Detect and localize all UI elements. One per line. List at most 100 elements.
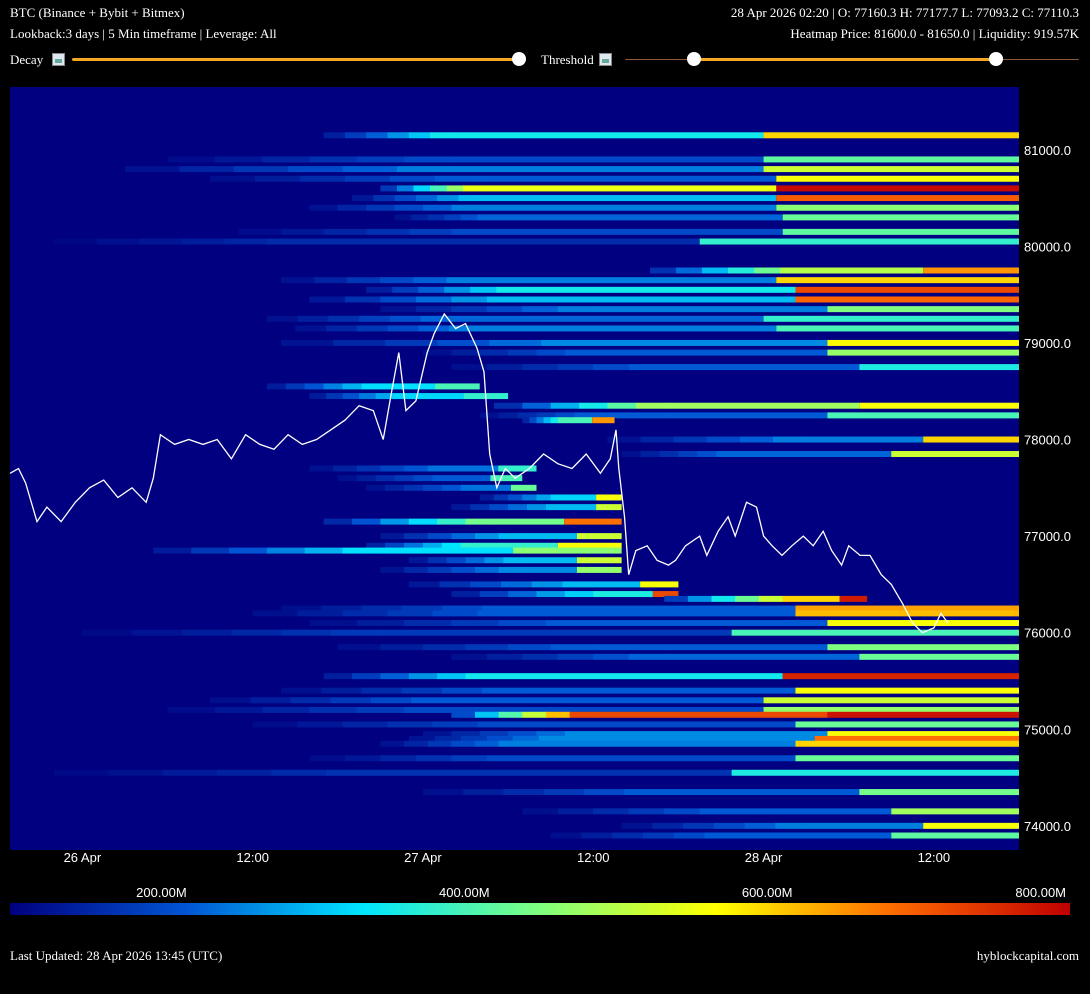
colorbar-label: 800.00M bbox=[1015, 885, 1066, 900]
heatmap-cell bbox=[536, 417, 545, 424]
heatmap-cell bbox=[404, 465, 429, 472]
last-updated: Last Updated: 28 Apr 2026 13:45 (UTC) bbox=[10, 948, 223, 963]
heatmap-cell bbox=[380, 566, 405, 573]
heatmap-cell bbox=[347, 277, 381, 284]
heatmap-cell bbox=[422, 204, 452, 211]
heatmap-cell bbox=[422, 484, 443, 491]
heatmap-cell bbox=[359, 393, 377, 400]
heatmap-cell bbox=[782, 673, 1019, 680]
heatmap-cell bbox=[352, 518, 381, 525]
heatmap-cell bbox=[451, 132, 764, 139]
heatmap-cell bbox=[564, 518, 622, 525]
y-tick-label: 79000.0 bbox=[1024, 336, 1071, 351]
heatmap-cell bbox=[451, 306, 488, 313]
heatmap-cell bbox=[361, 687, 403, 694]
heatmap-cell bbox=[387, 721, 433, 728]
heatmap-cell bbox=[404, 706, 452, 713]
heatmap-cell bbox=[664, 364, 860, 371]
heatmap-cell bbox=[479, 494, 495, 501]
heatmap-cell bbox=[545, 711, 571, 718]
threshold-min-knob[interactable] bbox=[687, 52, 701, 66]
threshold-track-range bbox=[694, 58, 996, 61]
heatmap-cell bbox=[361, 383, 381, 390]
heatmap-cell bbox=[413, 185, 431, 192]
heatmap-cell bbox=[763, 166, 1019, 173]
brand-link[interactable]: hyblockcapital.com bbox=[976, 948, 1079, 963]
y-tick-label: 76000.0 bbox=[1024, 626, 1071, 641]
heatmap-cell bbox=[337, 475, 358, 482]
heatmap-cell bbox=[181, 629, 232, 636]
heatmap-cell bbox=[522, 711, 547, 718]
heatmap-cell bbox=[806, 595, 840, 602]
heatmap-cell bbox=[486, 735, 514, 742]
heatmap-cell bbox=[731, 769, 1019, 776]
heatmap-cell bbox=[527, 504, 547, 511]
heatmap-cell bbox=[380, 296, 417, 303]
heatmap-cell bbox=[479, 325, 777, 332]
threshold-max-knob[interactable] bbox=[989, 52, 1003, 66]
x-tick-label: 27 Apr bbox=[404, 850, 442, 865]
heatmap-cell bbox=[493, 214, 783, 221]
heatmap-cell bbox=[297, 721, 344, 728]
heatmap-cell bbox=[498, 533, 523, 540]
heatmap-cell bbox=[214, 156, 263, 163]
heatmap-cell bbox=[545, 504, 566, 511]
heatmap-cell bbox=[479, 542, 558, 549]
heatmap-cell bbox=[564, 731, 594, 738]
threshold-slider[interactable] bbox=[625, 50, 1079, 70]
heatmap-cell bbox=[827, 731, 1019, 738]
heatmap-cell bbox=[795, 740, 1019, 747]
heatmap-cell bbox=[593, 620, 828, 627]
x-tick-label: 12:00 bbox=[577, 850, 610, 865]
decay-info-icon[interactable] bbox=[52, 53, 65, 66]
heatmap-cell bbox=[394, 204, 424, 211]
heatmap-cell bbox=[687, 595, 713, 602]
heatmap-cell bbox=[795, 296, 1019, 303]
heatmap-cell bbox=[827, 349, 1019, 356]
decay-slider-knob[interactable] bbox=[512, 52, 526, 66]
heatmap-cell bbox=[479, 185, 777, 192]
heatmap-cell bbox=[482, 687, 523, 694]
heatmap-cell bbox=[763, 156, 1019, 163]
heatmap-cell bbox=[434, 735, 462, 742]
heatmap-cell bbox=[498, 566, 523, 573]
heatmap-cell bbox=[262, 706, 310, 713]
heatmap-cell bbox=[827, 711, 1019, 718]
heatmap-cell bbox=[739, 436, 774, 443]
heatmap-cell bbox=[780, 267, 807, 274]
heatmap-cell bbox=[344, 755, 381, 762]
heatmap-cell bbox=[451, 755, 488, 762]
heatmap-cell bbox=[418, 286, 445, 293]
decay-slider[interactable] bbox=[72, 50, 528, 70]
heatmap-cell bbox=[413, 277, 448, 284]
heatmap-cell bbox=[451, 315, 764, 322]
heatmap-cell bbox=[422, 644, 467, 651]
heatmap-cell bbox=[451, 364, 488, 371]
colorbar: 200.00M 400.00M 600.00M 800.00M bbox=[10, 885, 1070, 915]
heatmap-cell bbox=[465, 518, 495, 525]
heatmap-cell bbox=[839, 595, 868, 602]
heatmap-cell bbox=[477, 721, 523, 728]
heatmap-cell bbox=[628, 808, 665, 815]
threshold-info-icon[interactable] bbox=[599, 53, 612, 66]
heatmap-cell bbox=[465, 673, 495, 680]
heatmap-cell bbox=[401, 605, 443, 612]
heatmap-cell bbox=[451, 591, 481, 598]
heatmap-cell bbox=[716, 451, 736, 458]
heatmap-cell bbox=[333, 465, 358, 472]
heatmap-cell bbox=[782, 595, 807, 602]
y-tick-label: 74000.0 bbox=[1024, 819, 1071, 834]
heatmap-cell bbox=[356, 325, 388, 332]
heatmap-cell bbox=[650, 267, 677, 274]
heatmap-cell bbox=[153, 547, 192, 554]
heatmap-cell bbox=[593, 644, 828, 651]
heatmap-cell bbox=[404, 156, 452, 163]
heatmap-cell bbox=[404, 542, 424, 549]
heatmap-cell bbox=[427, 214, 445, 221]
heatmap-cell bbox=[328, 315, 360, 322]
x-tick-label: 12:00 bbox=[236, 850, 269, 865]
heatmap-cell bbox=[281, 629, 332, 636]
heatmap-cell bbox=[359, 315, 391, 322]
colorbar-strip bbox=[10, 903, 1070, 915]
